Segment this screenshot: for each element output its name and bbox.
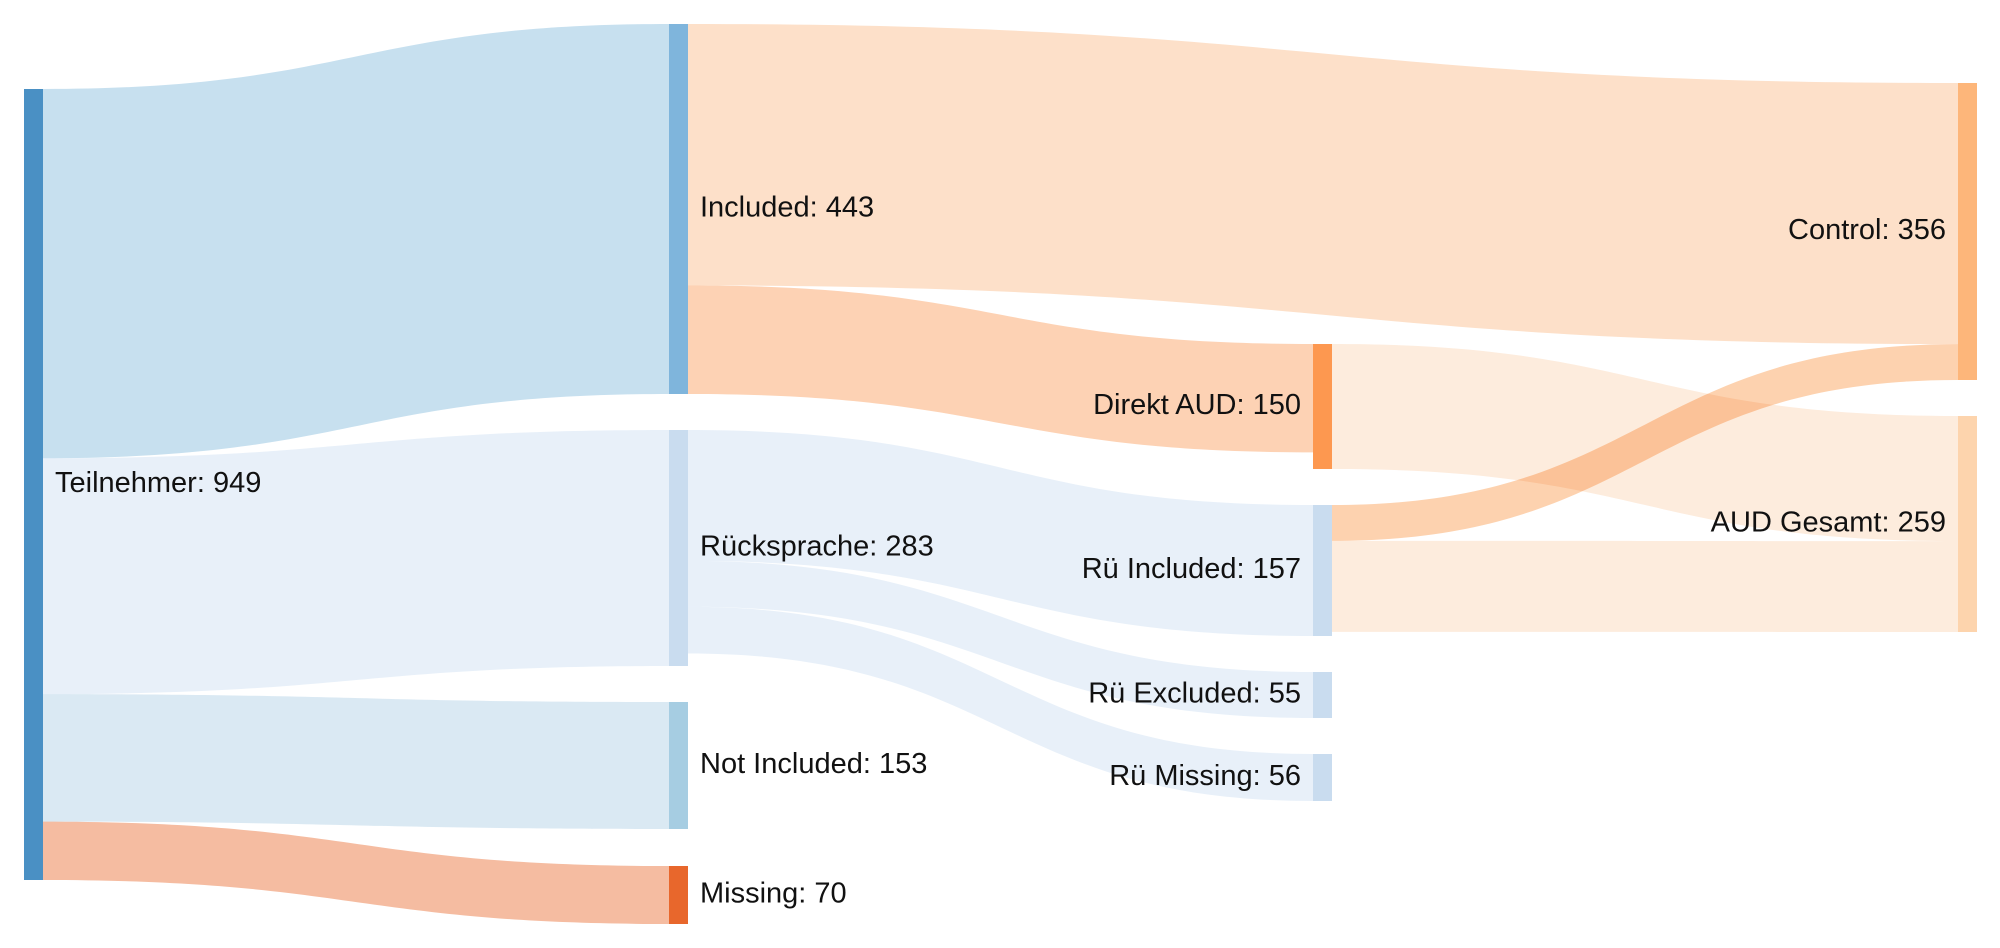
node-label-missing: Missing: 70 [700,878,847,910]
node-label-included: Included: 443 [700,192,874,224]
links-layer [43,24,1958,924]
node-label-rue_included: Rü Included: 157 [1082,553,1301,585]
node-ruecksprache [669,430,688,666]
node-direkt_aud [1313,344,1332,469]
node-control [1958,83,1977,380]
link-rue_included-to-control [1332,344,1958,541]
link-teilnehmer-to-missing [43,821,669,924]
node-label-control: Control: 356 [1788,214,1946,246]
node-rue_missing [1313,754,1332,801]
node-teilnehmer [24,89,43,880]
link-teilnehmer-to-ruecksprache [43,430,669,695]
labels-layer: Teilnehmer: 949 Included: 443 Rücksprache:… [55,192,1946,910]
link-included-to-direkt_aud [688,285,1313,453]
node-label-not_included: Not Included: 153 [700,748,927,780]
node-not_included [669,702,688,829]
node-label-rue_excluded: Rü Excluded: 55 [1088,678,1301,710]
node-label-aud_gesamt: AUD Gesamt: 259 [1711,507,1946,539]
link-included-to-control [688,24,1958,345]
node-rue_included [1313,505,1332,636]
link-rue_included-to-aud_gesamt [1332,540,1958,632]
link-teilnehmer-to-included [43,24,669,459]
link-ruecksprache-to-rue_missing [688,606,1313,801]
node-label-teilnehmer: Teilnehmer: 949 [55,467,261,499]
node-rue_excluded [1313,672,1332,718]
link-ruecksprache-to-rue_excluded [688,560,1313,718]
node-aud_gesamt [1958,416,1977,632]
nodes-layer [24,24,1977,924]
node-missing [669,866,688,924]
node-included [669,24,688,394]
node-label-rue_missing: Rü Missing: 56 [1109,760,1301,792]
link-ruecksprache-to-rue_included [688,430,1313,636]
node-label-ruecksprache: Rücksprache: 283 [700,531,934,563]
node-label-direkt_aud: Direkt AUD: 150 [1093,389,1301,421]
link-teilnehmer-to-not_included [43,694,669,829]
